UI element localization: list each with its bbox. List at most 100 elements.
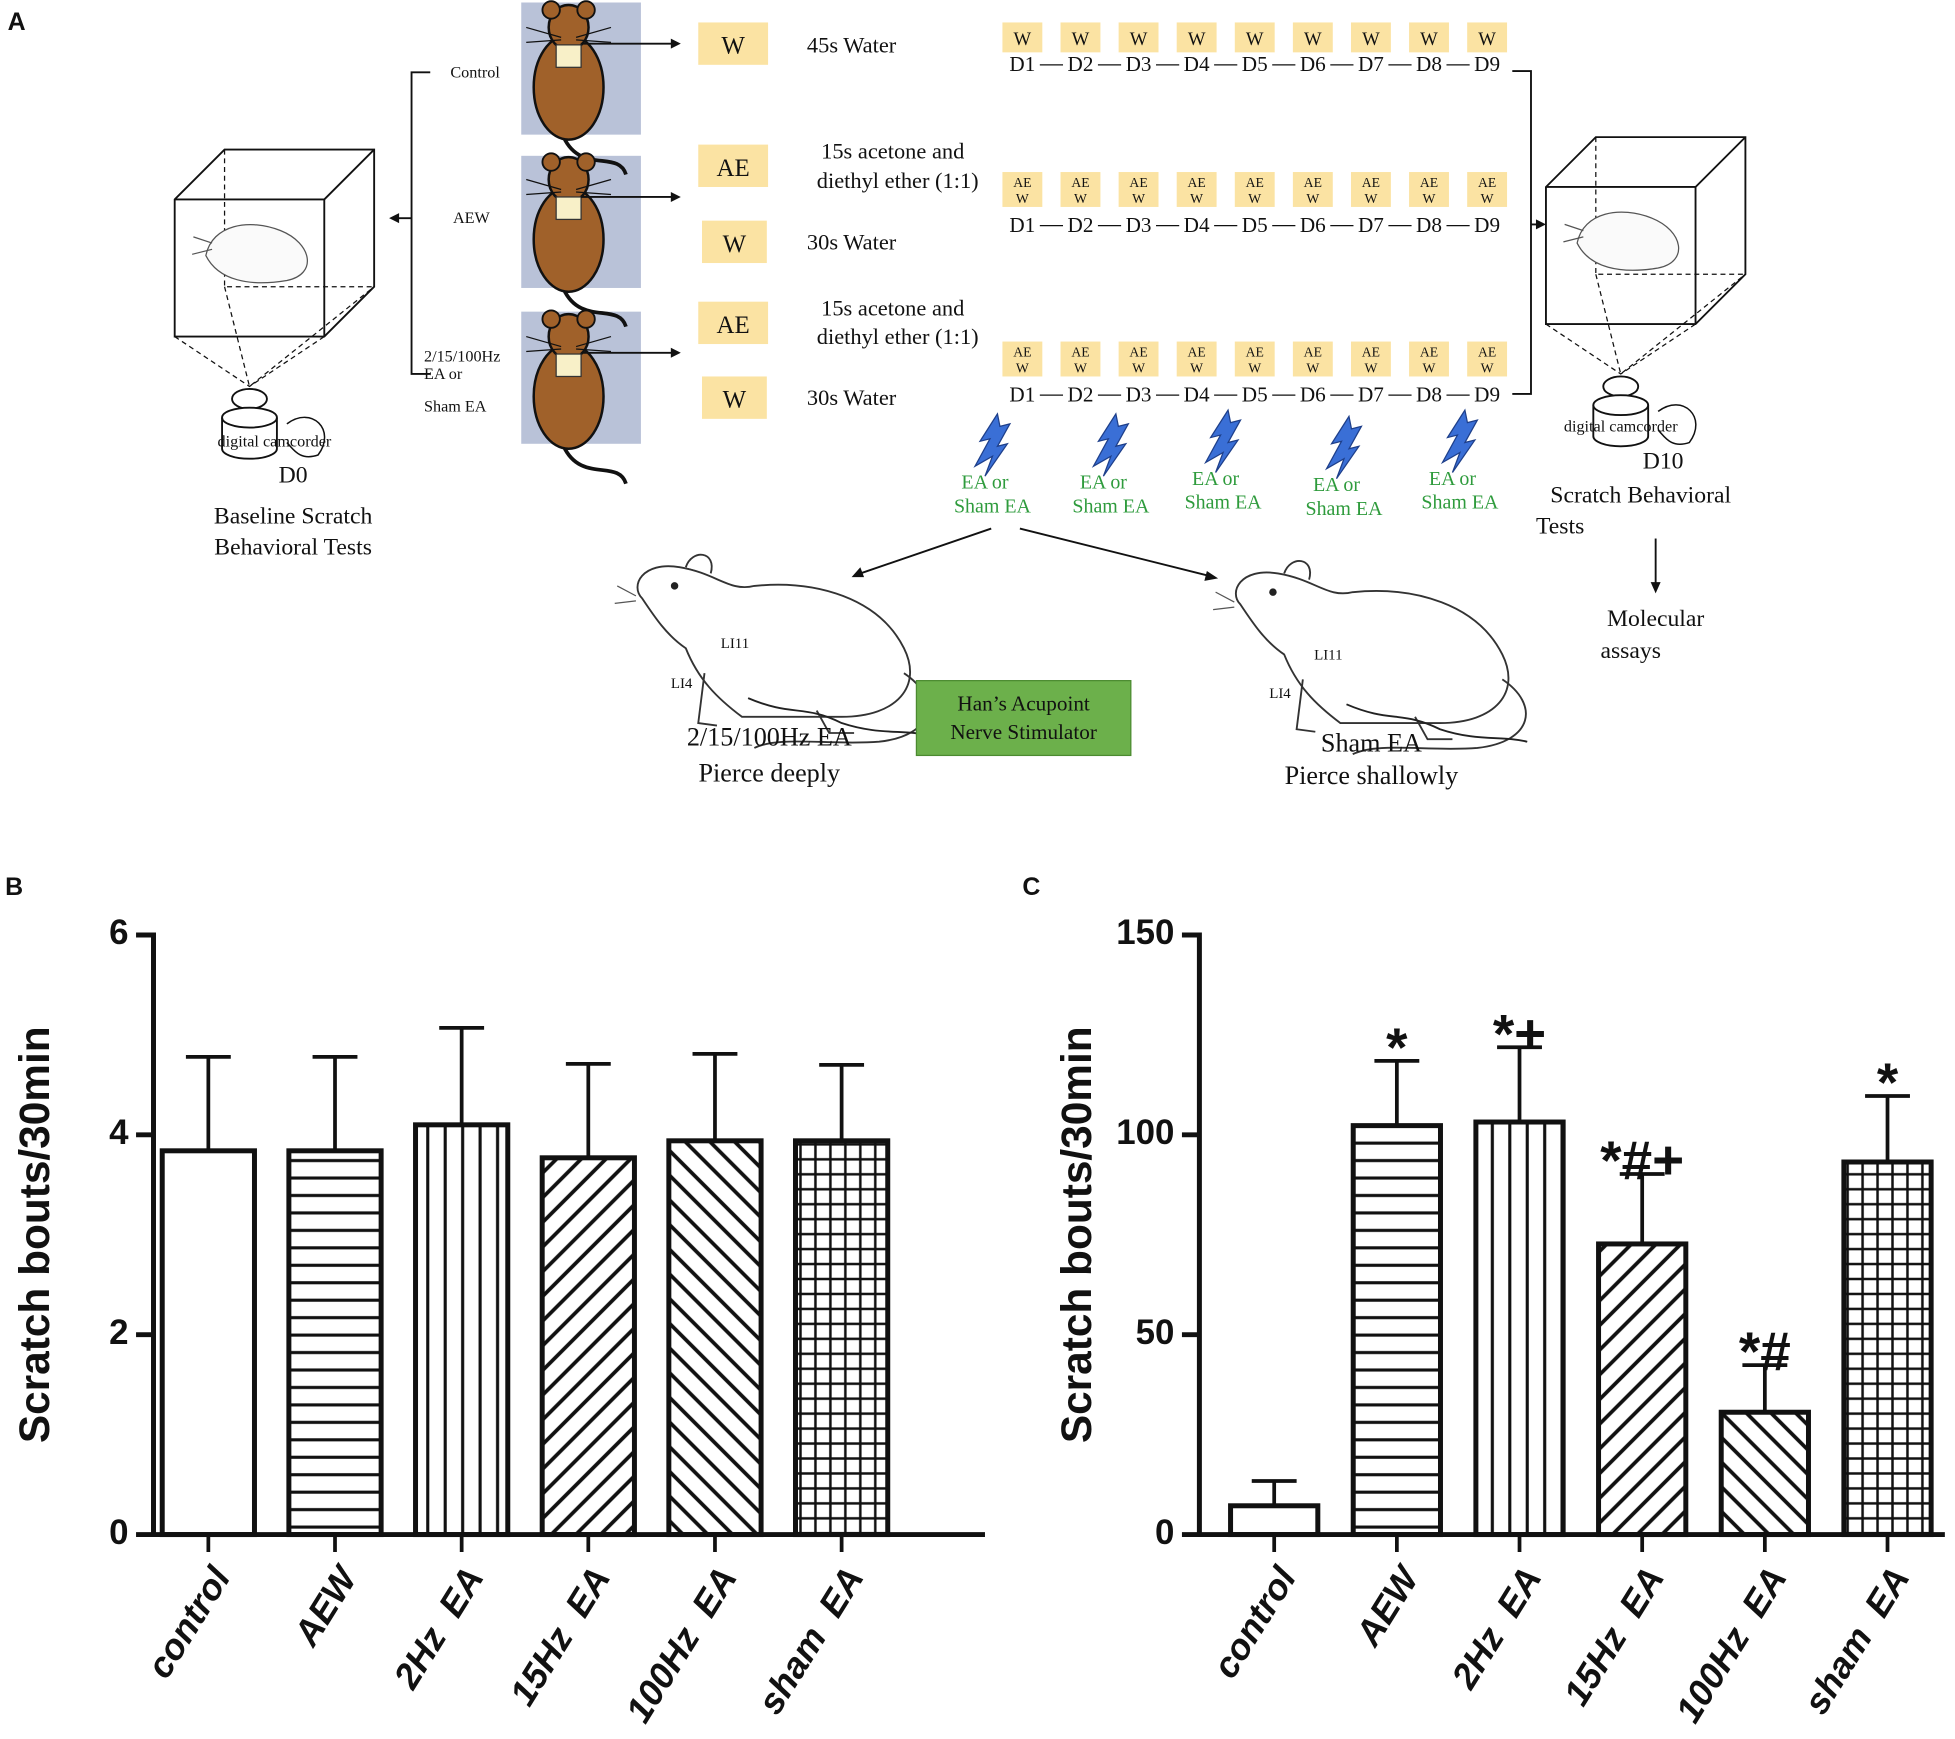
box-label: W [1478,29,1496,50]
y-tick-label: 0 [109,1513,128,1552]
acupoint-label: LI4 [1269,686,1291,702]
day-box [1292,341,1333,377]
x-tick-label: control [139,1559,239,1685]
box-label: W [1306,361,1319,376]
day-box [1118,22,1159,53]
day-gap [1237,53,1273,74]
ea-label: Sham EA [954,495,1032,517]
day-label: D3 [1126,52,1152,76]
day-box [1002,22,1043,53]
day-label: D3 [1126,213,1152,237]
day-label: D9 [1474,213,1500,237]
bar [286,1148,384,1538]
significance-label: * [1386,1016,1408,1078]
day-label: D4 [1184,52,1210,76]
box-label: W [1014,29,1032,50]
ea-label: EA or [1192,468,1239,490]
bar [1350,1123,1443,1538]
day-box [1350,172,1391,207]
ea-label: Sham EA [1306,498,1384,520]
day-gap [1121,53,1157,74]
x-tick-label: 100Hz EA [1667,1560,1794,1730]
box-label: AE [1129,175,1147,190]
day-label: D1 [1009,213,1035,237]
box-label: W [1074,191,1087,206]
day-label: D1 [1009,52,1035,76]
caption: Scratch Behavioral [1550,482,1731,508]
box-label: W [1016,361,1029,376]
box-label: AE [1478,345,1496,360]
caption: digital camcorder [218,432,332,450]
box-label: AE [1188,345,1206,360]
day-label: D3 [1126,382,1152,406]
rat [613,553,930,749]
bracket [394,71,431,375]
box-label: W [1130,29,1148,50]
box-label: W [1481,191,1494,206]
day-label: D6 [1300,52,1326,76]
y-tick-label: 0 [1155,1513,1174,1552]
day-gap [1237,383,1273,404]
day-box [1176,172,1217,207]
box-label: W [1190,191,1203,206]
timelines: D1WD2WD3WD4WD5WD6WD7WD8WD9WD1AEWD2AEWD3A… [1002,22,1508,406]
box-label: W [1364,191,1377,206]
bolt [1205,409,1242,474]
y-tick-label: 100 [1116,1113,1174,1152]
box-label: W [1304,29,1322,50]
box-label: AE [1304,345,1322,360]
box-label: AE [1071,175,1089,190]
day-label: D6 [1300,213,1326,237]
box-label: W [1481,361,1494,376]
day-gap [1063,214,1098,235]
day-label: D8 [1416,382,1442,406]
day-box [1292,22,1333,53]
y-tick-label: 50 [1136,1313,1175,1352]
y-tick-label: 150 [1116,913,1174,952]
arrow [860,527,1210,577]
treatment-text: diethyl ether (1:1) [817,324,979,349]
day-box [1060,341,1101,377]
day-gap [1295,214,1331,235]
charts: control AEW 2Hz EA 15Hz EA 100Hz EA sham EA02… [5,873,1945,1729]
box-label: AE [1362,175,1380,190]
box-label: W [1132,191,1145,206]
treatment-box [702,220,767,264]
bar [1718,1409,1811,1538]
ea-label: EA or [1080,472,1127,494]
treatment-box [698,144,769,187]
box-label: AE [717,155,750,182]
arrowhead [1535,219,1546,230]
day-gap [1179,53,1215,74]
box-label: W [1016,191,1029,206]
box-label: W [1364,361,1377,376]
caption: digital camcorder [1564,417,1678,435]
box-label: AE [1420,345,1438,360]
box-label: W [1248,191,1261,206]
day-box [1234,172,1275,207]
day-label: D1 [1009,382,1035,406]
cage [1545,136,1747,448]
group-label: EA or [424,365,463,383]
day-label: D5 [1242,382,1268,406]
stimulator-label: Han’s Acupoint [957,692,1090,716]
day-gap [1063,53,1098,74]
box-label: AE [1013,175,1031,190]
x-tick-label: 15Hz EA [501,1560,618,1713]
day-box [1292,172,1333,207]
day-box [1409,22,1449,53]
arrow [581,42,674,354]
treatment-box [698,301,769,345]
treatment-text: 15s acetone and [821,295,964,320]
x-tick-label: sham EA [749,1560,871,1721]
ea-label: Sham EA [1421,492,1499,514]
day-gap [1411,53,1447,74]
day-gap [1121,383,1157,404]
bolt [1441,409,1479,474]
group-label: 2/15/100Hz [424,348,500,366]
day-gap [1295,383,1331,404]
y-tick-label: 6 [109,913,128,952]
bar [539,1155,637,1538]
stimulator-label: Nerve Stimulator [950,720,1097,744]
